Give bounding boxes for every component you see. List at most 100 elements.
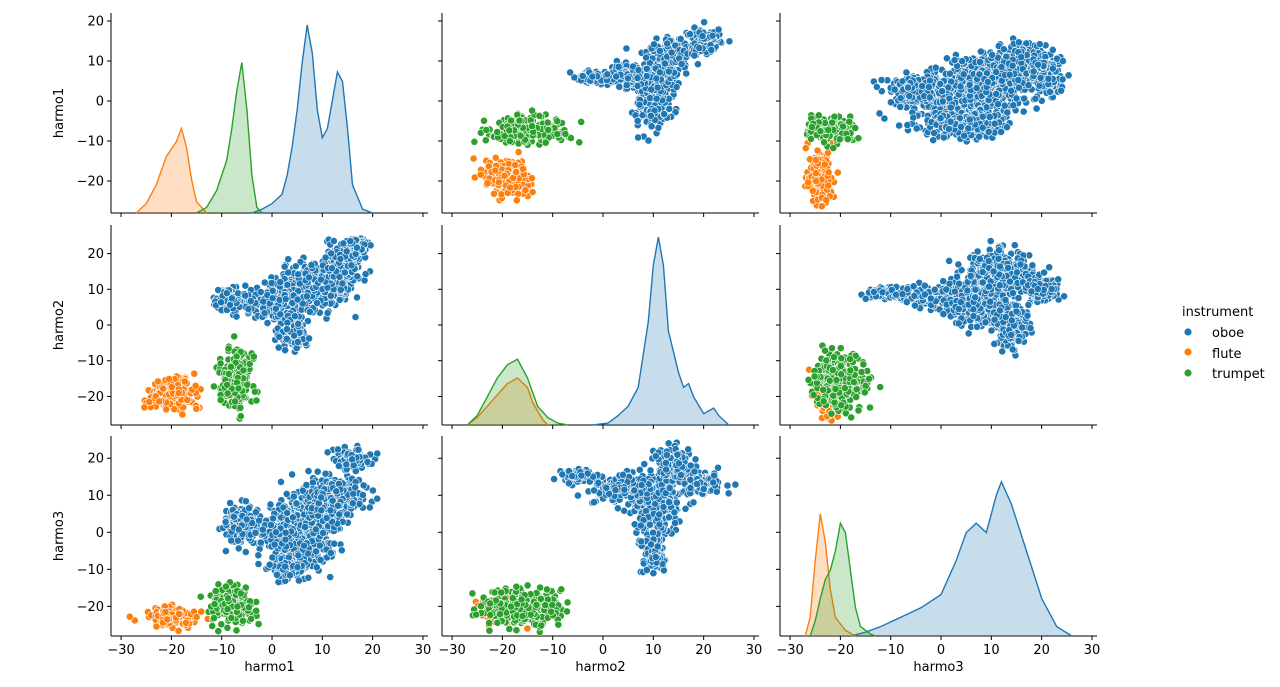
point-oboe xyxy=(603,70,612,79)
kde-line-oboe xyxy=(251,24,373,214)
point-oboe xyxy=(1048,64,1057,73)
point-oboe xyxy=(246,297,255,305)
scatter-series-trumpet xyxy=(470,106,586,149)
point-oboe xyxy=(633,82,642,90)
point-trumpet xyxy=(820,138,828,147)
point-flute xyxy=(812,177,821,186)
point-flute xyxy=(162,405,171,414)
point-oboe xyxy=(642,53,650,62)
point-oboe xyxy=(902,68,911,77)
point-oboe xyxy=(925,93,934,102)
y-tick-label: 10 xyxy=(87,55,104,70)
point-oboe xyxy=(1059,57,1067,65)
point-oboe xyxy=(340,268,349,277)
point-oboe xyxy=(622,81,631,90)
point-flute xyxy=(813,146,822,155)
point-oboe xyxy=(327,249,336,258)
point-oboe xyxy=(918,82,927,90)
point-oboe xyxy=(241,281,250,290)
point-trumpet xyxy=(544,126,553,134)
point-oboe xyxy=(990,119,999,128)
point-oboe xyxy=(997,127,1005,136)
point-oboe xyxy=(972,84,981,92)
point-oboe xyxy=(650,40,658,49)
point-flute xyxy=(514,189,523,198)
point-oboe xyxy=(346,237,355,246)
point-oboe xyxy=(992,90,1001,98)
point-oboe xyxy=(875,109,884,118)
point-trumpet xyxy=(561,129,570,138)
point-trumpet xyxy=(829,144,838,152)
point-oboe xyxy=(965,115,974,124)
point-oboe xyxy=(909,113,918,122)
point-oboe xyxy=(896,103,905,111)
point-oboe xyxy=(647,122,656,131)
point-oboe xyxy=(997,63,1006,71)
point-oboe xyxy=(328,264,336,273)
scatter-series-trumpet xyxy=(803,111,863,152)
point-oboe xyxy=(946,69,954,78)
point-oboe xyxy=(872,83,881,91)
point-trumpet xyxy=(575,138,584,147)
point-trumpet xyxy=(835,135,844,144)
point-flute xyxy=(511,160,520,169)
point-flute xyxy=(818,202,826,211)
point-oboe xyxy=(634,66,643,74)
point-oboe xyxy=(353,293,361,302)
point-trumpet xyxy=(482,126,491,134)
point-flute xyxy=(490,189,498,198)
point-oboe xyxy=(293,295,302,304)
point-oboe xyxy=(1020,94,1028,103)
point-oboe xyxy=(677,60,686,68)
point-trumpet xyxy=(843,135,852,144)
point-flute xyxy=(494,178,503,187)
point-oboe xyxy=(654,123,663,132)
point-trumpet xyxy=(505,137,514,146)
point-oboe xyxy=(283,318,292,327)
point-oboe xyxy=(977,47,985,56)
point-oboe xyxy=(276,310,285,319)
point-oboe xyxy=(302,292,311,301)
point-oboe xyxy=(1014,38,1023,47)
point-oboe xyxy=(282,334,291,343)
point-flute xyxy=(822,195,831,204)
point-trumpet xyxy=(854,134,863,143)
point-oboe xyxy=(241,291,250,300)
point-flute xyxy=(824,168,833,177)
point-oboe xyxy=(290,331,298,340)
point-flute xyxy=(824,181,833,190)
point-oboe xyxy=(1005,70,1014,79)
point-oboe xyxy=(638,111,647,120)
point-trumpet xyxy=(845,117,854,126)
point-oboe xyxy=(338,279,347,288)
point-oboe xyxy=(642,72,651,80)
point-trumpet xyxy=(480,116,488,125)
point-oboe xyxy=(276,278,285,286)
point-oboe xyxy=(664,67,673,76)
point-oboe xyxy=(695,44,704,52)
kde-fill-trumpet xyxy=(196,62,262,213)
point-oboe xyxy=(994,100,1002,109)
point-trumpet xyxy=(577,118,586,126)
point-oboe xyxy=(294,319,303,328)
point-oboe xyxy=(655,68,664,77)
point-oboe xyxy=(978,123,987,132)
point-oboe xyxy=(1008,61,1017,70)
point-oboe xyxy=(323,309,332,317)
point-oboe xyxy=(1015,83,1023,92)
y-tick-label: 0 xyxy=(96,319,104,334)
point-flute xyxy=(519,164,527,173)
point-oboe xyxy=(978,112,987,121)
point-oboe xyxy=(896,94,905,103)
point-trumpet xyxy=(528,106,536,115)
point-flute xyxy=(512,196,521,205)
point-oboe xyxy=(283,280,292,289)
point-flute xyxy=(178,410,187,419)
point-oboe xyxy=(644,136,653,145)
point-oboe xyxy=(339,239,348,248)
point-oboe xyxy=(217,298,225,307)
point-oboe xyxy=(958,57,967,66)
point-oboe xyxy=(1034,60,1042,69)
point-oboe xyxy=(260,278,269,287)
y-tick-label: −20 xyxy=(77,390,104,405)
